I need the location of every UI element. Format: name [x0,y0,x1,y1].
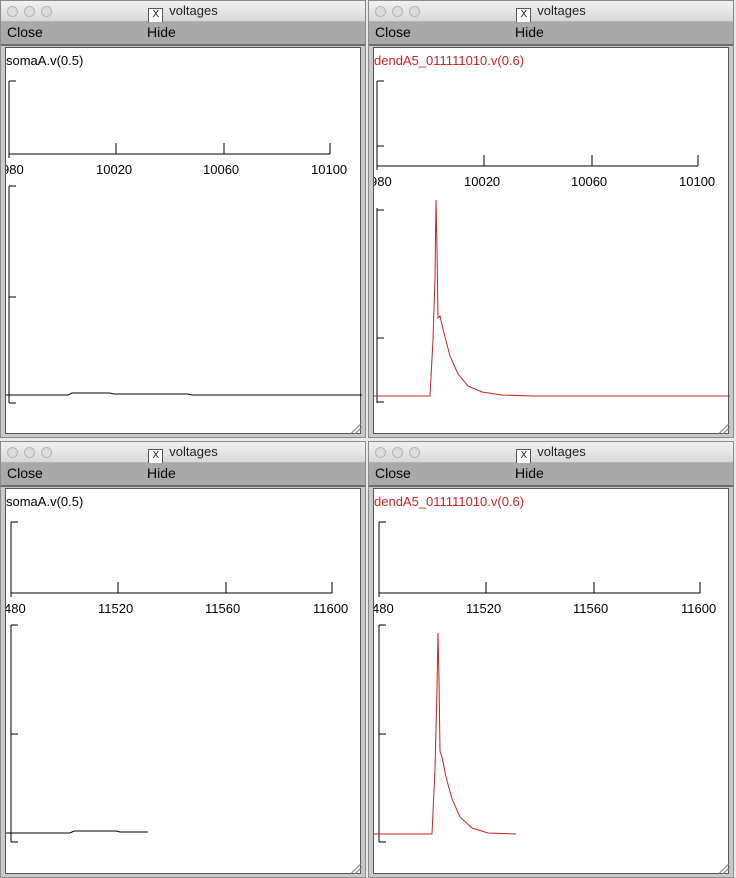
close-dot-icon[interactable] [375,6,386,17]
graph-svg: 480 11520 11560 11600 [6,521,348,843]
close-button[interactable]: Close [7,24,43,40]
resize-grip-icon[interactable] [351,863,362,874]
resize-grip-icon[interactable] [719,863,730,874]
x-tick-label: 10100 [311,162,347,177]
x-tick-label: 480 [6,601,26,616]
x-tick-label: 11560 [573,601,608,616]
menu-bar: Close Hide [369,22,733,46]
graph-canvas[interactable]: 480 11520 11560 11600 dendA5_011111010.v… [373,488,729,874]
graph-svg: 980 10020 10060 10100 [374,80,730,403]
zoom-dot-icon[interactable] [409,447,420,458]
minimize-dot-icon[interactable] [392,6,403,17]
close-dot-icon[interactable] [7,6,18,17]
graph-svg: 980 10020 10060 10100 [6,80,362,404]
x-tick-label: 11520 [466,601,501,616]
x-tick-label: 10020 [464,174,500,189]
window-controls[interactable] [375,445,426,463]
x-tick-label: 11600 [681,601,716,616]
close-button[interactable]: Close [375,465,411,481]
window-controls[interactable] [7,4,58,22]
trace-line [6,392,362,396]
hide-button[interactable]: Hide [515,24,544,40]
trace-label[interactable]: dendA5_011111010.v(0.6) [374,53,525,68]
menu-bar: Close Hide [1,463,365,487]
graph-canvas[interactable]: 480 11520 11560 11600 somaA.v(0.5) [5,488,361,874]
zoom-dot-icon[interactable] [41,6,52,17]
graph-svg: 480 11520 11560 11600 [374,521,716,843]
trace-label[interactable]: dendA5_011111010.v(0.6) [374,494,525,509]
x11-icon: X [148,8,164,23]
trace-line [6,830,148,834]
hide-button[interactable]: Hide [147,24,176,40]
x-tick-label: 11520 [98,601,133,616]
close-button[interactable]: Close [375,24,411,40]
x-tick-label: 10100 [679,174,715,189]
x11-icon: X [516,449,532,464]
resize-grip-icon[interactable] [351,423,362,434]
close-dot-icon[interactable] [7,447,18,458]
x-tick-label: 10020 [96,162,132,177]
menu-bar: Close Hide [1,22,365,46]
x-tick-label: 980 [374,174,392,189]
trace-label[interactable]: somaA.v(0.5) [6,494,84,509]
minimize-dot-icon[interactable] [24,447,35,458]
trace-line [374,199,730,397]
hide-button[interactable]: Hide [515,465,544,481]
minimize-dot-icon[interactable] [24,6,35,17]
x-tick-label: 11560 [205,601,240,616]
x-tick-label: 11600 [313,601,348,616]
close-dot-icon[interactable] [375,447,386,458]
graph-canvas[interactable]: 980 10020 10060 10100 dendA5_011111010.v… [373,47,730,434]
window-controls[interactable] [375,4,426,22]
x11-icon: X [148,449,164,464]
x-tick-label: 10060 [203,162,239,177]
trace-label[interactable]: somaA.v(0.5) [6,53,84,68]
zoom-dot-icon[interactable] [409,6,420,17]
x11-icon: X [516,8,532,23]
window-controls[interactable] [7,445,58,463]
hide-button[interactable]: Hide [147,465,176,481]
x-tick-label: 480 [374,601,394,616]
trace-line [374,632,517,835]
close-button[interactable]: Close [7,465,43,481]
zoom-dot-icon[interactable] [41,447,52,458]
x-tick-label: 10060 [571,174,607,189]
menu-bar: Close Hide [369,463,733,487]
graph-canvas[interactable]: 980 10020 10060 10100 somaA.v(0.5) [5,47,362,434]
resize-grip-icon[interactable] [719,423,730,434]
x-tick-label: 980 [6,162,24,177]
minimize-dot-icon[interactable] [392,447,403,458]
